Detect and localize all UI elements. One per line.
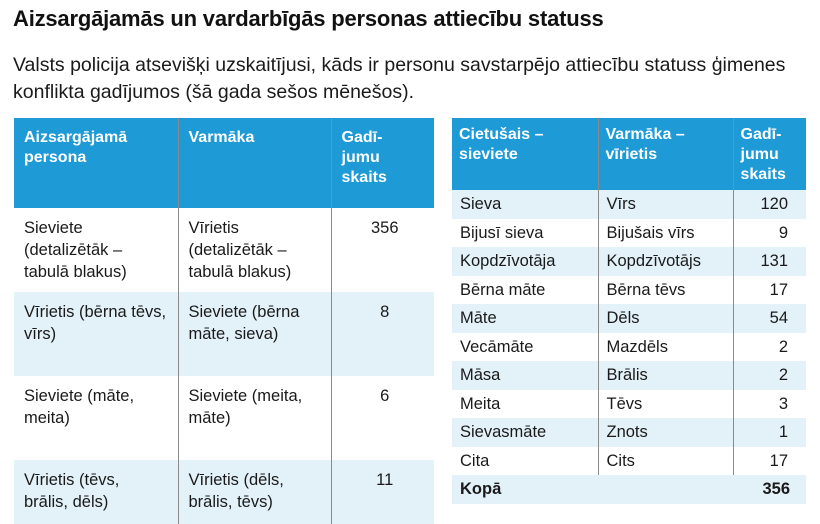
table-row: Bērna māte Bērna tēvs 17 [452,275,806,304]
cell-abuser: Brālis [598,361,734,390]
cell-count: 17 [769,280,788,299]
cell-abuser: Vīrs [598,190,734,219]
cell-victim: Vecāmāte [452,332,599,361]
cell-victim: Meita [452,389,599,418]
table-row: Kopdzīvotāja Kopdzīvotājs 131 [452,247,806,276]
cell-abuser: Dēls [598,304,734,333]
page-subtitle: Valsts policija atsevišķi uzskaitījusi, … [13,54,786,103]
cell-victim: Kopdzīvotāja [452,247,599,276]
cell-abuser: Znots [598,418,734,447]
table-header-row: Aizsargājamā persona Varmāka Gadī-jumu sk… [14,118,434,208]
cell-abuser: Sieviete (meita, māte) [178,376,332,460]
cell-abuser: Mazdēls [598,332,734,361]
cell-victim: Sievasmāte [452,418,599,447]
cell-count: 1 [733,418,806,447]
total-count: 356 [733,475,806,504]
table-row: Māte Dēls 54 [452,304,806,333]
table-row: Sieviete (māte, meita) Sieviete (meita, … [14,376,434,460]
cell-abuser: Vīrietis (detalizētāk – tabulā blakus) [178,208,332,292]
header-case-count: Gadī-jumu skaits [733,118,806,190]
cell-protected: Vīrietis (tēvs, brālis, dēls) [14,460,179,524]
table-row: Meita Tēvs 3 [452,389,806,418]
header-abuser: Varmāka – vīrietis [598,118,734,190]
header-case-count: Gadī-jumu skaits [331,118,434,208]
cell-abuser: Sieviete (bērna māte, sieva) [178,292,332,376]
cell-abuser: Bērna tēvs [598,275,734,304]
cell-count: 9 [778,223,788,242]
table-row: Sieviete (detalizētāk – tabulā blakus) V… [14,208,434,292]
cell-count: 2 [778,337,788,356]
page-title: Aizsargājamās un vardarbīgās personas at… [13,6,604,31]
cell-count: 131 [733,247,806,276]
cell-victim: Māsa [452,361,599,390]
cell-count: 17 [769,451,788,470]
cell-victim: Bērna māte [452,275,599,304]
cell-count: 6 [380,387,390,405]
cell-abuser: Bijušais vīrs [598,218,734,247]
table-row: Sieva Vīrs 120 [452,190,806,219]
cell-count: 11 [331,460,434,524]
right-table: Cietušais – sieviete Varmāka – vīrietis … [452,118,806,504]
table-row: Vīrietis (bērna tēvs, vīrs) Sieviete (bē… [14,292,434,376]
total-row: Kopā 356 [452,475,806,504]
cell-victim: Sieva [452,190,599,219]
left-table: Aizsargājamā persona Varmāka Gadī-jumu sk… [14,118,434,524]
header-abuser: Varmāka [178,118,332,208]
cell-abuser: Tēvs [598,389,734,418]
cell-protected: Vīrietis (bērna tēvs, vīrs) [14,292,179,376]
total-label: Kopā [452,475,598,504]
table-row: Sievasmāte Znots 1 [452,418,806,447]
table-row: Vecāmāte Mazdēls 2 [452,332,806,361]
header-victim: Cietušais – sieviete [452,118,599,190]
header-protected-person: Aizsargājamā persona [14,118,179,208]
cell-victim: Cita [452,446,599,475]
cell-abuser: Cits [598,446,734,475]
cell-victim: Bijusī sieva [452,218,599,247]
table-row: Bijusī sieva Bijušais vīrs 9 [452,218,806,247]
table-row: Cita Cits 17 [452,446,806,475]
cell-count: 8 [331,292,434,376]
cell-count: 54 [733,304,806,333]
table-row: Māsa Brālis 2 [452,361,806,390]
cell-count: 120 [733,190,806,219]
table-row: Vīrietis (tēvs, brālis, dēls) Vīrietis (… [14,460,434,524]
cell-abuser: Vīrietis (dēls, brālis, tēvs) [178,460,332,524]
cell-abuser: Kopdzīvotājs [598,247,734,276]
cell-protected: Sieviete (detalizētāk – tabulā blakus) [14,208,179,292]
cell-victim: Māte [452,304,599,333]
table-header-row: Cietušais – sieviete Varmāka – vīrietis … [452,118,806,190]
cell-count: 356 [370,219,399,237]
cell-count: 2 [733,361,806,390]
cell-protected: Sieviete (māte, meita) [14,376,179,460]
total-spacer [598,475,733,504]
cell-count: 3 [778,394,788,413]
